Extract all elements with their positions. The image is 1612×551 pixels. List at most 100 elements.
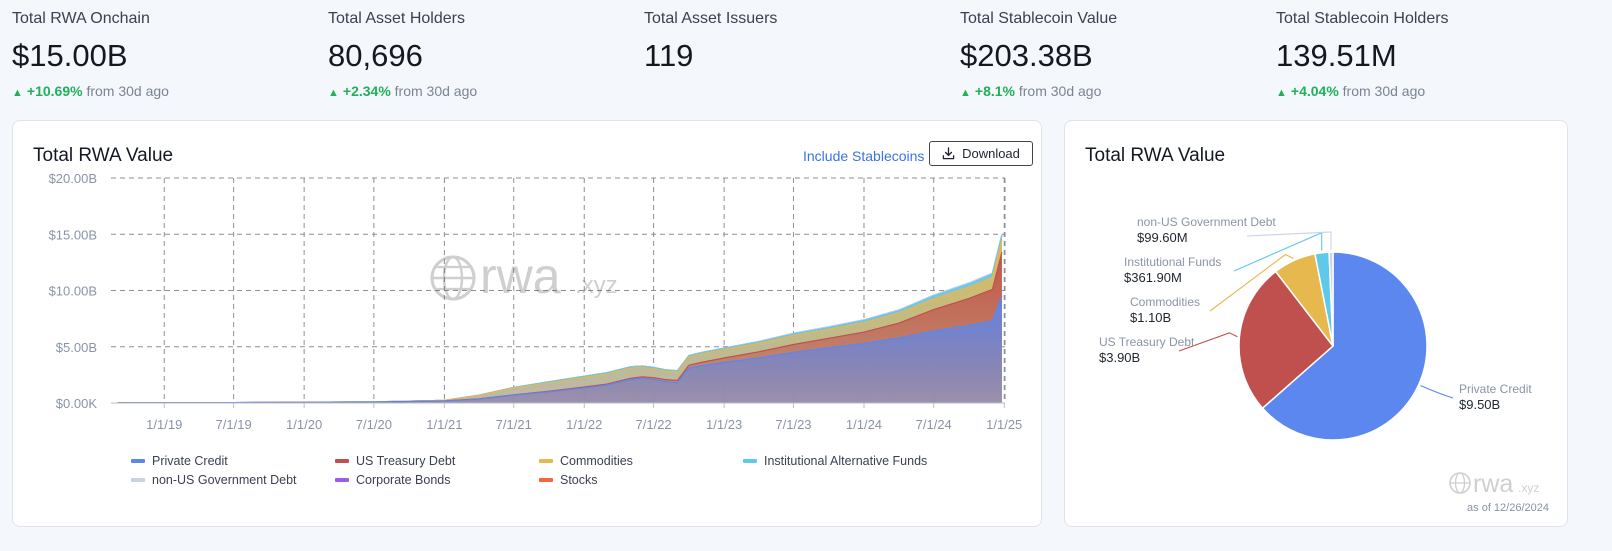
download-label: Download [962,146,1020,161]
watermark-text: rwa [1473,470,1513,498]
pie-slice-private-credit[interactable] [1261,251,1428,441]
as-of-date: as of 12/26/2024 [1467,502,1549,514]
x-tick-label: 1/1/21 [426,417,462,432]
stat-change: ▲ +10.69% from 30d ago [12,83,312,99]
leader-line [1178,332,1238,352]
stats-row: Total RWA Onchain $15.00B ▲ +10.69% from … [0,0,1612,110]
pie-slice-us-treasury-debt[interactable] [1238,270,1335,410]
legend-item-private-credit[interactable]: Private Credit [131,454,228,468]
stat-value: 119 [644,38,694,73]
stat-value: 139.51M [1276,38,1397,73]
stat-label: Total Asset Issuers [644,10,778,27]
watermark-suffix: .xyz [1518,481,1539,495]
leader-line [1420,384,1454,399]
change-suffix: from 30d ago [86,83,169,99]
x-tick-label: 7/1/23 [775,417,811,432]
legend-item-stocks[interactable]: Stocks [539,473,598,487]
legend-item-corporate-bonds[interactable]: Corporate Bonds [335,473,451,487]
stat-total-asset-issuers: Total Asset Issuers 119 [644,10,944,74]
pie-label-value: $3.90B [1099,350,1140,365]
legend-item-commodities[interactable]: Commodities [539,454,633,468]
stat-total-stablecoin-holders: Total Stablecoin Holders 139.51M ▲ +4.04%… [1276,10,1576,99]
legend-label: Private Credit [152,454,228,468]
pie-slices [1238,251,1428,441]
change-suffix: from 30d ago [1018,83,1102,99]
x-tick-label: 7/1/20 [356,417,392,432]
legend-label: US Treasury Debt [356,454,456,468]
stat-value: $203.38B [960,38,1093,73]
pie-label-name: Institutional Funds [1124,255,1221,269]
pie-chart-title: Total RWA Value [1085,145,1226,166]
legend-label: Institutional Alternative Funds [764,454,928,468]
change-percent: +8.1% [974,83,1015,99]
area-private-credit[interactable] [117,296,1002,403]
y-tick-label: $10.00B [49,284,97,299]
y-tick-label: $15.00B [49,227,97,242]
pie-label-name: Private Credit [1459,382,1532,396]
chart-title: Total RWA Value [33,145,174,166]
chart-series-layers [117,234,1003,404]
rwa-area-chart-card: Total RWA Value Include Stablecoins Down… [12,120,1042,527]
chart-legend: Private Credit US Treasury Debt Commodit… [131,454,1031,494]
stat-value: $15.00B [12,38,128,73]
change-percent: +10.69% [26,83,83,99]
include-stablecoins-toggle[interactable]: Include Stablecoins [803,148,925,164]
x-tick-label: 7/1/19 [216,417,252,432]
legend-label: Corporate Bonds [356,473,451,487]
pie-label-name: US Treasury Debt [1099,335,1195,349]
leader-line [1209,253,1294,312]
x-tick-label: 1/1/20 [286,417,322,432]
stat-label: Total RWA Onchain [12,10,150,27]
up-triangle-icon: ▲ [12,87,23,99]
pie-slice-non-us-government-debt[interactable] [1328,251,1334,347]
download-button[interactable]: Download [929,141,1033,166]
pie-label-name: non-US Government Debt [1137,215,1276,229]
change-suffix: from 30d ago [394,83,478,99]
y-tick-label: $20.00B [49,171,97,186]
y-tick-label: $0.00K [56,396,98,411]
globe-icon [430,255,476,301]
stat-change: ▲ +2.34% from 30d ago [328,83,628,99]
stat-label: Total Stablecoin Holders [1276,10,1449,27]
legend-item-us-treasury-debt[interactable]: US Treasury Debt [335,454,455,468]
pie-label-value: $1.10B [1130,310,1171,325]
x-tick-label: 7/1/22 [636,417,672,432]
legend-item-institutional-alternative-funds[interactable]: Institutional Alternative Funds [743,454,927,468]
pie-labels: Private Credit$9.50B US Treasury Debt$3.9… [1099,215,1532,412]
legend-label: non-US Government Debt [152,473,297,487]
globe-icon [1449,472,1471,494]
line-private-credit [117,295,1003,404]
stat-label: Total Asset Holders [328,10,465,27]
y-tick-label: $5.00B [56,340,97,355]
x-tick-label: 1/1/22 [566,417,602,432]
stat-label: Total Stablecoin Value [960,10,1118,27]
chart-axes: $0.00K $5.00B $10.00B $15.00B $20.00B 1/1/19 7… [49,171,1023,432]
watermark-text: rwa [480,248,561,304]
legend-label: Commodities [560,454,633,468]
up-triangle-icon: ▲ [328,87,339,99]
change-percent: +4.04% [1290,83,1339,99]
x-tick-label: 1/1/24 [846,417,882,432]
stat-change: ▲ +8.1% from 30d ago [960,83,1260,99]
stat-total-asset-holders: Total Asset Holders 80,696 ▲ +2.34% from … [328,10,628,99]
rwa-watermark: rwa .xyz [430,248,618,304]
change-suffix: from 30d ago [1342,83,1426,99]
pie-chart: Private Credit$9.50B US Treasury Debt$3.9… [1099,215,1539,498]
download-icon [942,147,955,160]
leader-line [1246,231,1332,250]
pie-label-name: Commodities [1130,295,1200,309]
legend-item-non-us-government-debt[interactable]: non-US Government Debt [131,473,297,487]
stat-total-rwa-onchain: Total RWA Onchain $15.00B ▲ +10.69% from … [12,10,312,99]
x-tick-label: 1/1/23 [706,417,742,432]
pie-label-value: $9.50B [1459,397,1500,412]
x-tick-label: 7/1/24 [916,417,952,432]
x-tick-label: 1/1/25 [986,417,1022,432]
pie-label-value: $99.60M [1137,230,1188,245]
rwa-pie-chart-card: Total RWA Value Private Credit $9.50B US T… [1064,120,1568,527]
x-tick-label: 7/1/21 [496,417,532,432]
stat-change: ▲ +4.04% from 30d ago [1276,83,1576,99]
x-tick-label: 1/1/19 [146,417,182,432]
up-triangle-icon: ▲ [960,87,971,99]
chart-grid [111,177,1006,403]
stat-total-stablecoin-value: Total Stablecoin Value $203.38B ▲ +8.1% f… [960,10,1260,99]
